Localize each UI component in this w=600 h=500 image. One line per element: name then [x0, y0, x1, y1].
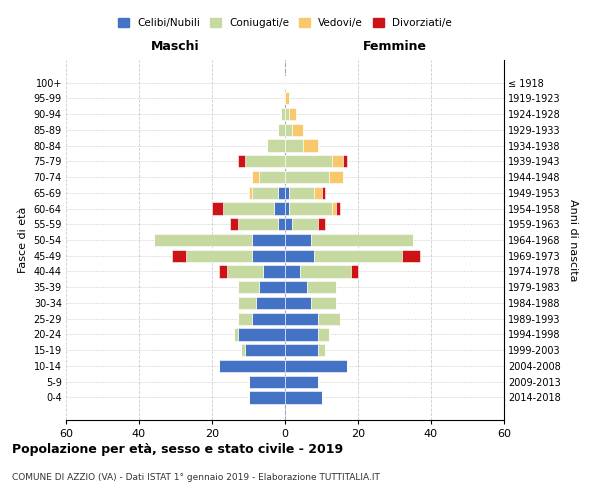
Bar	[223, 202, 274, 214]
Bar	[285, 344, 318, 356]
Bar	[285, 360, 347, 372]
Bar	[154, 234, 252, 246]
Bar	[318, 312, 340, 325]
Bar	[285, 376, 318, 388]
Bar	[336, 202, 340, 214]
Bar	[267, 140, 285, 151]
Bar	[292, 218, 318, 230]
Bar	[285, 281, 307, 293]
Bar	[285, 155, 332, 168]
Bar	[292, 124, 303, 136]
Legend: Celibi/Nubili, Coniugati/e, Vedovi/e, Divorziati/e: Celibi/Nubili, Coniugati/e, Vedovi/e, Di…	[118, 18, 452, 28]
Bar	[343, 155, 347, 168]
Bar	[289, 186, 314, 199]
Text: Popolazione per età, sesso e stato civile - 2019: Popolazione per età, sesso e stato civil…	[12, 442, 343, 456]
Bar	[238, 155, 245, 168]
Bar	[245, 344, 285, 356]
Bar	[311, 297, 336, 309]
Bar	[350, 266, 358, 278]
Bar	[220, 266, 227, 278]
Bar	[285, 202, 289, 214]
Bar	[212, 202, 223, 214]
Bar	[285, 250, 314, 262]
Bar	[220, 360, 285, 372]
Bar	[274, 202, 285, 214]
Bar	[318, 344, 325, 356]
Bar	[238, 281, 259, 293]
Bar	[285, 392, 322, 404]
Bar	[248, 376, 285, 388]
Bar	[263, 266, 285, 278]
Y-axis label: Fasce di età: Fasce di età	[18, 207, 28, 273]
Bar	[259, 171, 285, 183]
Bar	[256, 297, 285, 309]
Bar	[238, 218, 278, 230]
Bar	[285, 186, 289, 199]
Bar	[285, 140, 303, 151]
Bar	[252, 171, 259, 183]
Bar	[248, 392, 285, 404]
Bar	[278, 218, 285, 230]
Bar	[285, 328, 318, 340]
Bar	[238, 297, 256, 309]
Bar	[230, 218, 238, 230]
Bar	[187, 250, 252, 262]
Bar	[285, 171, 329, 183]
Bar	[318, 218, 325, 230]
Bar	[285, 218, 292, 230]
Bar	[285, 297, 311, 309]
Bar	[289, 108, 296, 120]
Bar	[227, 266, 263, 278]
Bar	[285, 92, 289, 104]
Bar	[241, 344, 245, 356]
Bar	[314, 186, 322, 199]
Bar	[318, 328, 329, 340]
Bar	[259, 281, 285, 293]
Text: Femmine: Femmine	[362, 40, 427, 53]
Bar	[252, 312, 285, 325]
Bar	[402, 250, 420, 262]
Bar	[252, 234, 285, 246]
Bar	[278, 124, 285, 136]
Bar	[281, 108, 285, 120]
Bar	[329, 171, 343, 183]
Bar	[238, 312, 252, 325]
Bar	[252, 250, 285, 262]
Y-axis label: Anni di nascita: Anni di nascita	[568, 198, 578, 281]
Bar	[307, 281, 336, 293]
Bar	[299, 266, 351, 278]
Bar	[314, 250, 402, 262]
Bar	[285, 234, 311, 246]
Bar	[245, 155, 285, 168]
Bar	[322, 186, 325, 199]
Bar	[332, 202, 336, 214]
Bar	[311, 234, 413, 246]
Bar	[285, 124, 292, 136]
Bar	[238, 328, 285, 340]
Bar	[285, 312, 318, 325]
Bar	[234, 328, 238, 340]
Bar	[285, 266, 299, 278]
Bar	[248, 186, 252, 199]
Bar	[278, 186, 285, 199]
Bar	[289, 202, 332, 214]
Bar	[252, 186, 278, 199]
Bar	[172, 250, 187, 262]
Text: COMUNE DI AZZIO (VA) - Dati ISTAT 1° gennaio 2019 - Elaborazione TUTTITALIA.IT: COMUNE DI AZZIO (VA) - Dati ISTAT 1° gen…	[12, 472, 380, 482]
Bar	[332, 155, 343, 168]
Text: Maschi: Maschi	[151, 40, 200, 53]
Bar	[285, 108, 289, 120]
Bar	[303, 140, 318, 151]
